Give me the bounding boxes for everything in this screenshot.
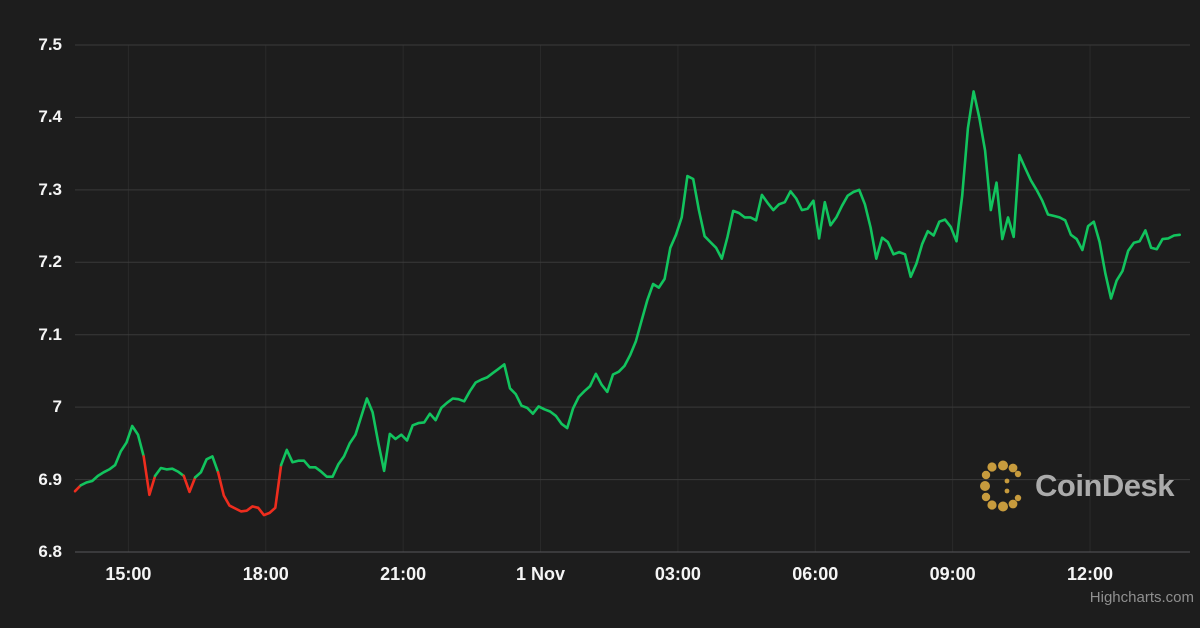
logo-dot xyxy=(987,500,997,510)
x-axis-label: 06:00 xyxy=(792,564,839,584)
price-line-down-segment xyxy=(182,474,197,494)
x-axis-label: 12:00 xyxy=(1066,564,1114,584)
coindesk-logo-text: CoinDesk xyxy=(1035,468,1174,503)
x-axis-label: 15:00 xyxy=(105,564,152,584)
logo-dot xyxy=(987,462,997,472)
y-axis-label: 7 xyxy=(52,397,62,417)
coindesk-logo: CoinDesk xyxy=(980,459,1174,513)
logo-dot xyxy=(998,460,1009,471)
y-axis-label: 6.8 xyxy=(38,542,62,561)
logo-dot xyxy=(1014,494,1022,502)
logo-dot xyxy=(981,492,991,502)
y-axis-label: 7.1 xyxy=(38,324,62,344)
logo-dot xyxy=(1008,499,1018,509)
price-line-up-segment xyxy=(79,424,145,487)
price-line-down-segment xyxy=(73,484,82,493)
x-axis-label: 18:00 xyxy=(242,564,289,584)
logo-dot xyxy=(1004,488,1010,494)
logo-dot xyxy=(1008,463,1018,473)
y-axis-label: 6.9 xyxy=(38,469,62,489)
y-axis-label: 7.3 xyxy=(38,179,62,199)
y-axis-label: 7.4 xyxy=(38,107,62,127)
highcharts-credit[interactable]: Highcharts.com xyxy=(1089,589,1194,606)
x-axis-label: 1 Nov xyxy=(516,564,566,584)
logo-dot xyxy=(1004,478,1010,484)
price-line-down-segment xyxy=(142,455,157,497)
y-axis-label: 7.2 xyxy=(38,252,62,272)
logo-dot xyxy=(981,470,991,480)
logo-dot xyxy=(980,481,991,491)
price-line-up-segment xyxy=(193,455,220,479)
x-axis-label: 21:00 xyxy=(380,564,427,584)
logo-dot xyxy=(998,501,1009,512)
price-line-down-segment xyxy=(216,463,283,517)
logo-dot xyxy=(1014,470,1022,478)
price-line-up-segment xyxy=(153,466,186,478)
y-axis-label: 7.5 xyxy=(38,35,62,54)
x-axis-label: 09:00 xyxy=(929,564,976,584)
x-axis-label: 03:00 xyxy=(654,564,701,584)
coindesk-logo-icon xyxy=(980,460,1022,512)
price-line-up-segment xyxy=(279,90,1181,478)
